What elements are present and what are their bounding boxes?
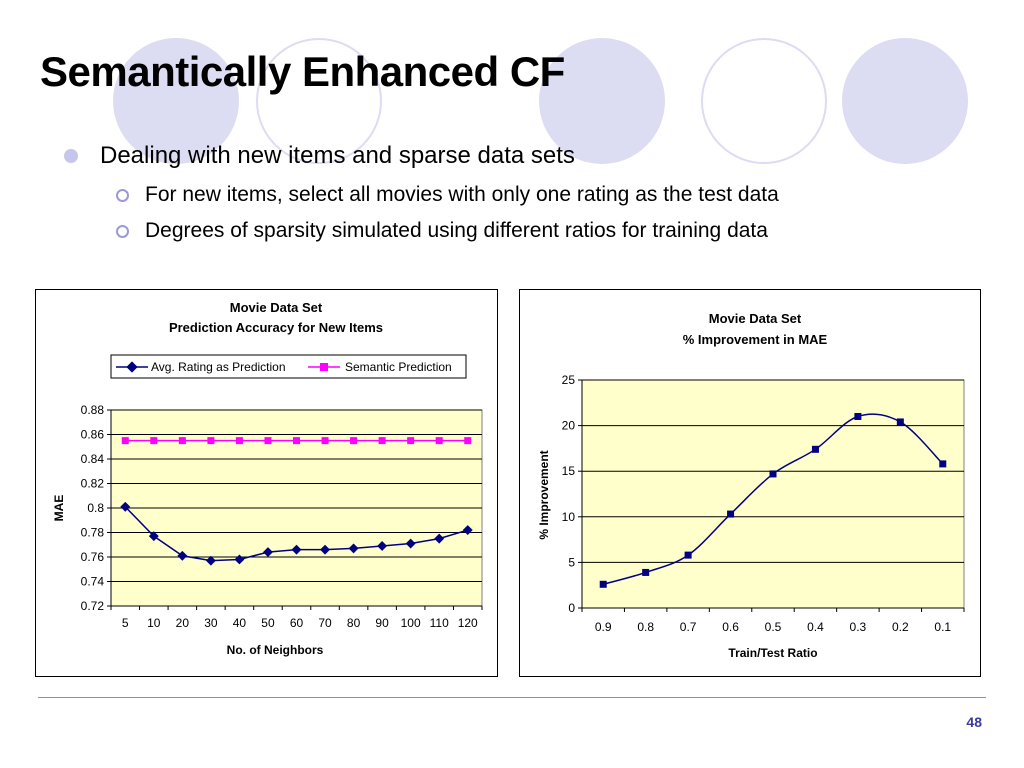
data-point-0 xyxy=(854,412,862,420)
data-point-0 xyxy=(727,510,735,518)
data-point-0 xyxy=(599,580,607,588)
x-tick-label: 50 xyxy=(261,616,275,630)
data-point-1 xyxy=(121,437,129,445)
y-tick-label: 0 xyxy=(568,601,575,615)
x-tick-label: 0.8 xyxy=(637,620,654,634)
chart-subtitle: % Improvement in MAE xyxy=(683,332,828,347)
data-point-0 xyxy=(320,544,330,555)
bullet-level1: Dealing with new items and sparse data s… xyxy=(64,142,575,170)
y-tick-label: 25 xyxy=(562,373,576,387)
page-number: 48 xyxy=(966,714,982,730)
decor-circle-5 xyxy=(842,38,968,164)
x-tick-label: 0.7 xyxy=(680,620,697,634)
data-point-0 xyxy=(205,555,216,566)
chart-subtitle: Prediction Accuracy for New Items xyxy=(169,320,383,335)
legend-label-semantic: Semantic Prediction xyxy=(345,360,452,374)
x-tick-label: 40 xyxy=(233,616,247,630)
y-axis-label: MAE xyxy=(52,495,66,522)
x-axis-label: No. of Neighbors xyxy=(227,643,324,657)
data-point-0 xyxy=(769,470,777,478)
data-point-1 xyxy=(264,437,272,445)
footer-divider xyxy=(38,697,986,698)
data-point-1 xyxy=(293,437,300,445)
data-point-1 xyxy=(464,437,472,445)
data-point-1 xyxy=(207,437,215,445)
decor-circle-4 xyxy=(701,38,827,164)
y-tick-label: 0.84 xyxy=(81,452,105,466)
y-tick-label: 20 xyxy=(562,419,576,433)
chart-title: Movie Data Set xyxy=(709,311,802,326)
data-point-1 xyxy=(321,437,329,445)
x-tick-label: 0.6 xyxy=(722,620,739,634)
data-point-0 xyxy=(263,547,273,558)
legend-label-avg: Avg. Rating as Prediction xyxy=(151,360,286,374)
x-tick-label: 0.4 xyxy=(807,620,824,634)
y-tick-label: 0.74 xyxy=(81,575,105,589)
data-point-0 xyxy=(434,533,445,544)
bullet-ring-icon xyxy=(116,188,129,202)
y-tick-label: 0.82 xyxy=(81,477,105,491)
data-point-1 xyxy=(407,437,415,445)
bullet-ring-icon xyxy=(116,224,129,238)
x-tick-label: 30 xyxy=(204,616,218,630)
decor-circle-3 xyxy=(539,38,665,164)
x-tick-label: 90 xyxy=(375,616,389,630)
bullet-text: Dealing with new items and sparse data s… xyxy=(100,142,575,169)
x-tick-label: 0.2 xyxy=(892,620,909,634)
data-point-1 xyxy=(178,437,186,445)
decor-circle-1 xyxy=(113,38,239,164)
legend-box xyxy=(110,354,467,379)
slide-title: Semantically Enhanced CF xyxy=(40,48,565,95)
x-tick-label: 110 xyxy=(430,616,449,630)
data-point-1 xyxy=(378,437,386,445)
bullet-level2: For new items, select all movies with on… xyxy=(116,183,779,207)
data-point-1 xyxy=(350,437,358,445)
y-tick-label: 10 xyxy=(562,510,576,524)
data-point-0 xyxy=(291,544,302,555)
legend-marker-semantic xyxy=(320,363,328,371)
y-tick-label: 0.8 xyxy=(87,501,104,515)
x-tick-label: 0.5 xyxy=(765,620,782,634)
x-axis-label: Train/Test Ratio xyxy=(728,646,817,660)
data-point-0 xyxy=(642,568,650,576)
chart-improvement-svg: Movie Data Set % Improvement in MAE % Im… xyxy=(537,311,965,660)
y-axis-label: % Improvement xyxy=(537,450,551,539)
data-point-0 xyxy=(811,445,819,453)
bullet-level2: Degrees of sparsity simulated using diff… xyxy=(116,219,768,243)
x-tick-label: 0.3 xyxy=(850,620,867,634)
bullet-text: For new items, select all movies with on… xyxy=(145,183,779,206)
data-point-1 xyxy=(435,437,443,445)
y-tick-label: 0.76 xyxy=(81,550,105,564)
chart-improvement: Movie Data Set % Improvement in MAE % Im… xyxy=(519,289,981,677)
x-tick-label: 100 xyxy=(401,616,421,630)
data-point-0 xyxy=(234,554,245,565)
data-point-1 xyxy=(235,437,243,445)
y-tick-label: 0.78 xyxy=(81,526,105,540)
bullet-dot-icon xyxy=(64,149,78,163)
data-point-0 xyxy=(939,460,947,468)
chart-prediction-accuracy: Movie Data Set Prediction Accuracy for N… xyxy=(35,289,498,677)
y-tick-label: 0.86 xyxy=(81,428,105,442)
y-tick-label: 0.88 xyxy=(81,403,105,417)
x-tick-label: 0.9 xyxy=(595,620,612,634)
y-tick-label: 5 xyxy=(568,555,575,569)
data-point-0 xyxy=(684,551,692,559)
y-tick-label: 15 xyxy=(562,464,576,478)
x-tick-label: 60 xyxy=(290,616,304,630)
data-point-0 xyxy=(896,418,904,426)
x-tick-label: 0.1 xyxy=(934,620,951,634)
x-tick-label: 20 xyxy=(176,616,190,630)
bullet-text: Degrees of sparsity simulated using diff… xyxy=(145,219,768,242)
x-tick-label: 70 xyxy=(318,616,332,630)
chart-prediction-accuracy-svg: Movie Data Set Prediction Accuracy for N… xyxy=(52,300,483,657)
chart-title: Movie Data Set xyxy=(230,300,323,315)
data-point-1 xyxy=(150,437,158,445)
x-tick-label: 80 xyxy=(347,616,361,630)
x-tick-label: 10 xyxy=(147,616,161,630)
data-point-0 xyxy=(177,550,188,561)
y-tick-label: 0.72 xyxy=(81,599,105,613)
decor-circle-2 xyxy=(256,38,382,164)
x-tick-label: 120 xyxy=(458,616,478,630)
x-tick-label: 5 xyxy=(122,616,129,630)
